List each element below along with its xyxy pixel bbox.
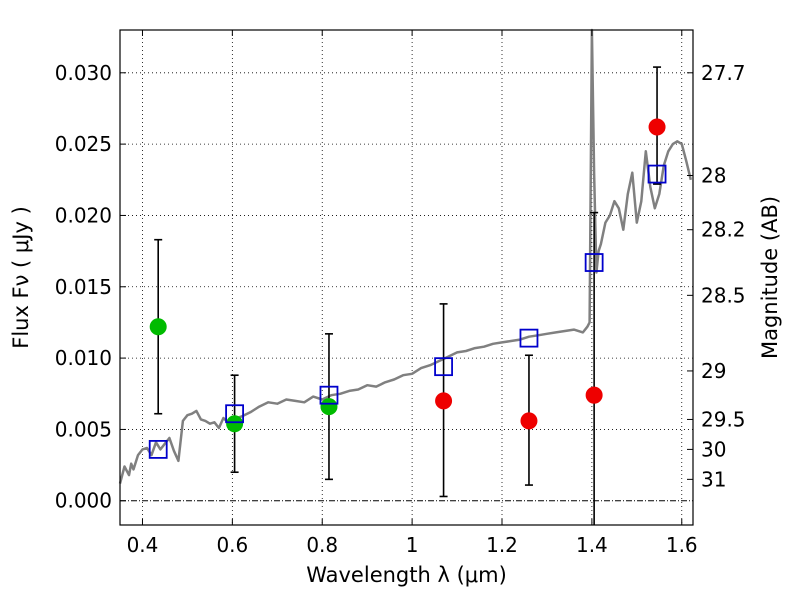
model-band-square <box>519 328 539 348</box>
photometry-point <box>648 118 666 136</box>
y2-tick-label: 28.5 <box>701 283 746 307</box>
x-tick-label: 1.6 <box>666 533 698 557</box>
x-axis-title: Wavelength λ (μm) <box>306 563 507 587</box>
photometry-point <box>520 412 538 430</box>
model-band-square <box>647 164 667 184</box>
y2-tick-label: 28 <box>701 164 726 188</box>
y2-tick-label: 31 <box>701 467 726 491</box>
plot-frame <box>119 29 694 526</box>
x-tick-label: 0.4 <box>127 533 159 557</box>
photometry-point <box>226 415 244 433</box>
y-tick-label: 0.010 <box>55 346 112 370</box>
model-band-square <box>148 439 168 459</box>
y2-tick-label: 29.5 <box>701 407 746 431</box>
photometry-point <box>149 318 167 336</box>
model-band-square <box>319 385 339 405</box>
x-tick-label: 0.6 <box>216 533 248 557</box>
y-tick-label: 0.025 <box>55 132 112 156</box>
y-tick-label: 0.000 <box>55 489 112 513</box>
axis-ticks: 0.4 0.6 0.8 1 1.2 1.4 1.6 0.000 0.005 0.010 0.015 0… <box>55 30 746 557</box>
grid <box>120 30 693 525</box>
x-tick-label: 1.4 <box>576 533 608 557</box>
spectrum-line <box>118 28 693 484</box>
model-band-square <box>225 404 245 424</box>
x-tick-label: 1.2 <box>486 533 518 557</box>
y2-axis-title: Magnitude (AB) <box>758 196 782 359</box>
model-band-squares <box>148 164 667 459</box>
x-tick-label: 0.8 <box>306 533 338 557</box>
model-band-square <box>434 357 453 377</box>
photometry-points <box>149 118 666 433</box>
y2-tick-label: 29 <box>701 359 726 383</box>
y2-tick-label: 28.2 <box>701 218 746 242</box>
x-tick-label: 1 <box>406 533 419 557</box>
photometry-point <box>320 398 338 416</box>
y2-tick-label: 30 <box>701 437 726 461</box>
photometry-point <box>435 392 453 410</box>
model-band-square <box>584 253 604 272</box>
y2-tick-label: 27.7 <box>701 61 746 85</box>
y-axis-title: Flux Fν ( μJy ) <box>9 206 33 349</box>
model-spectrum <box>118 28 693 484</box>
y-tick-label: 0.030 <box>55 61 112 85</box>
error-bars <box>154 66 662 525</box>
y-tick-label: 0.005 <box>55 417 112 441</box>
photometry-point <box>585 386 603 404</box>
y-tick-label: 0.020 <box>55 203 112 227</box>
y-tick-label: 0.015 <box>55 275 112 299</box>
